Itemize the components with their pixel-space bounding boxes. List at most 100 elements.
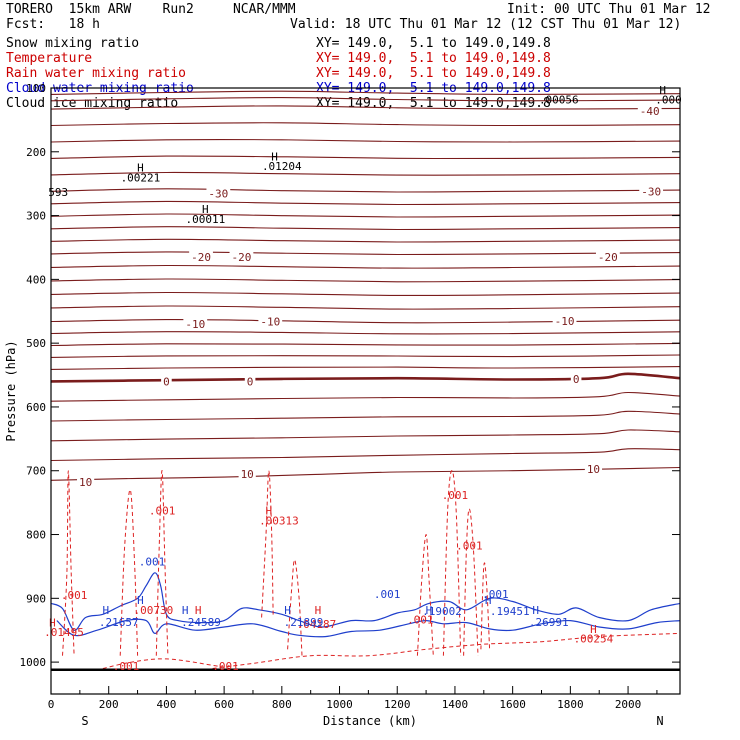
model-title: TORERO 15km ARW Run2 NCAR/MMM: [6, 2, 296, 17]
y-tick-label: 400: [26, 273, 46, 286]
isotherm-minor: [51, 171, 680, 176]
y-axis-title: Pressure (hPa): [4, 340, 18, 441]
contour-label: .19002: [422, 605, 462, 618]
x-tick-label: 1000: [326, 698, 353, 711]
y-tick-label: 100: [26, 82, 46, 95]
isotherm-label: -20: [598, 251, 618, 264]
contour-label: .00254: [574, 633, 614, 646]
isotherm--20: [51, 251, 680, 256]
isotherm-label: -20: [231, 251, 251, 264]
y-tick-label: 200: [26, 146, 46, 159]
x-axis-title: Distance (km): [323, 714, 417, 728]
contour-label: .001: [212, 660, 239, 673]
isotherm-minor: [51, 200, 680, 206]
contour-label: H: [659, 84, 666, 97]
isotherm-label: -20: [191, 251, 211, 264]
contour-label: .001: [374, 588, 401, 601]
contour-label: H: [137, 162, 144, 175]
isotherm-minor: [51, 213, 680, 218]
isotherm-minor: [51, 138, 680, 143]
contour-label: .001: [407, 613, 434, 626]
legend-label-snow: Snow mixing ratio: [6, 36, 140, 51]
rain-water-contour: [480, 562, 491, 650]
contour-label: .001: [149, 504, 176, 517]
contour-label: H: [202, 203, 209, 216]
contour-label: H: [426, 604, 433, 617]
contour-label: H: [315, 604, 322, 617]
isotherm--30: [51, 188, 680, 193]
isotherm-label-bg: [161, 375, 172, 388]
isotherm-label-bg: [570, 372, 582, 385]
isotherm-label-bg: [244, 375, 256, 388]
rain-water-contour: [463, 508, 479, 656]
isotherm-minor: [51, 122, 680, 127]
isotherm-minor: [51, 278, 680, 283]
rain-water-contour: [119, 489, 139, 656]
contour-label: H: [284, 604, 291, 617]
contour-label: .26991: [529, 616, 569, 629]
isotherm-minor: [51, 410, 680, 422]
cloud-water-contour: [51, 572, 680, 631]
init-time: Init: 00 UTC Thu 01 Mar 12: [507, 2, 711, 17]
contour-label: .00221: [121, 171, 161, 184]
legend-xy-rain: XY= 149.0, 5.1 to 149.0,149.8: [316, 66, 551, 81]
isotherm-label: -10: [185, 318, 205, 331]
plot-area: [51, 88, 680, 672]
contour-label: .00011: [185, 213, 225, 226]
y-tick-label: 1000: [20, 656, 47, 669]
isotherm-label: 0: [163, 375, 170, 388]
contour-label: .21657: [99, 616, 139, 629]
isotherm-minor: [51, 366, 680, 370]
contour-label: .001: [139, 555, 166, 568]
isotherm-label-bg: [595, 251, 620, 264]
isotherm-label: -10: [555, 315, 575, 328]
isotherm-label-bg: [584, 462, 603, 475]
rain-water-contour: [212, 632, 680, 669]
contour-label: .00056: [539, 93, 579, 106]
contour-label: .19451: [490, 605, 530, 618]
contour-label: H: [103, 604, 110, 617]
contour-label: .001: [113, 660, 140, 673]
contour-label: .000: [655, 93, 682, 106]
isotherm-minor: [51, 342, 680, 347]
isotherm-label-bg: [637, 104, 662, 117]
legend-xy-snow: XY= 149.0, 5.1 to 149.0,149.8: [316, 36, 551, 51]
isotherm-minor: [51, 155, 680, 160]
x-tick-label: 0: [48, 698, 55, 711]
x-tick-label: 600: [214, 698, 234, 711]
contour-label: H: [266, 504, 273, 517]
contour-label: H: [195, 604, 202, 617]
contour-label: .001: [456, 539, 483, 552]
contour-label: .00730: [134, 604, 174, 617]
rain-water-contour: [261, 470, 274, 618]
isotherm-10: [51, 466, 680, 481]
y-tick-label: 900: [26, 592, 46, 605]
valid-time: Valid: 18 UTC Thu 01 Mar 12 (12 CST Thu …: [290, 17, 682, 32]
contour-label: H: [49, 617, 56, 630]
isotherm-label: 10: [79, 476, 92, 489]
y-tick-label: 800: [26, 529, 46, 542]
isotherm-label-bg: [258, 315, 283, 328]
contour-label: .00313: [259, 514, 299, 527]
contour-label: H: [182, 604, 189, 617]
isotherm-label-bg: [77, 476, 95, 489]
x-tick-label: 1400: [442, 698, 469, 711]
isotherm-label: -40: [640, 105, 660, 118]
y-tick-label: 700: [26, 465, 46, 478]
isotherm-minor: [51, 429, 680, 442]
isotherm-minor: [51, 331, 680, 335]
contour-label: .01204: [262, 160, 302, 173]
isotherm-label-bg: [183, 318, 208, 331]
contour-label: .21899: [284, 616, 324, 629]
isotherm-label-bg: [552, 314, 577, 327]
x-tick-label: 1200: [384, 698, 411, 711]
y-tick-label: 300: [26, 210, 46, 223]
x-tick-label: 1600: [499, 698, 526, 711]
isotherm-label: 0: [247, 375, 254, 388]
isotherm-label: 0: [573, 373, 580, 386]
isotherm-minor: [51, 97, 680, 102]
y-tick-label: 500: [26, 337, 46, 350]
contour-label: 593: [48, 186, 68, 199]
contour-label: .01495: [44, 626, 84, 639]
x-tick-label: 800: [272, 698, 292, 711]
